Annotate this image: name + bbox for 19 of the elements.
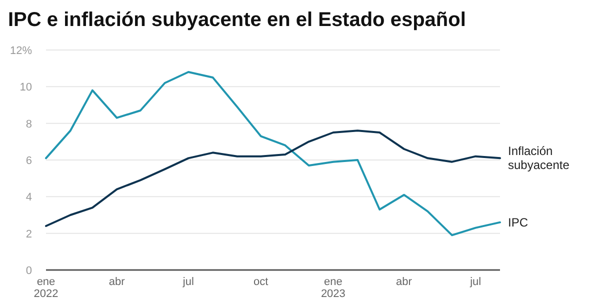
y-tick-label: 4 <box>26 192 32 204</box>
x-tick-label: abr <box>396 276 412 288</box>
y-tick-label: 12% <box>10 45 32 57</box>
line-series <box>45 130 501 227</box>
y-tick-label: 10 <box>20 82 32 94</box>
x-tick-label: jul <box>182 276 194 288</box>
x-tick-label: ene 2022 <box>34 276 58 300</box>
x-tick-label: jul <box>469 276 482 288</box>
y-tick-label: 2 <box>26 228 32 240</box>
chart-title: IPC e inflación subyacente en el Estado español <box>8 9 466 31</box>
series-label: IPC <box>508 215 528 230</box>
series-label: Inflación subyacente <box>508 144 570 172</box>
y-tick-label: 6 <box>26 155 32 167</box>
y-tick-label: 8 <box>26 118 32 130</box>
line-series <box>45 71 501 236</box>
x-tick-label: oct <box>253 276 268 288</box>
x-tick-label: ene 2023 <box>320 276 346 300</box>
x-tick-label: abr <box>108 276 126 288</box>
y-tick-label: 0 <box>26 265 32 277</box>
